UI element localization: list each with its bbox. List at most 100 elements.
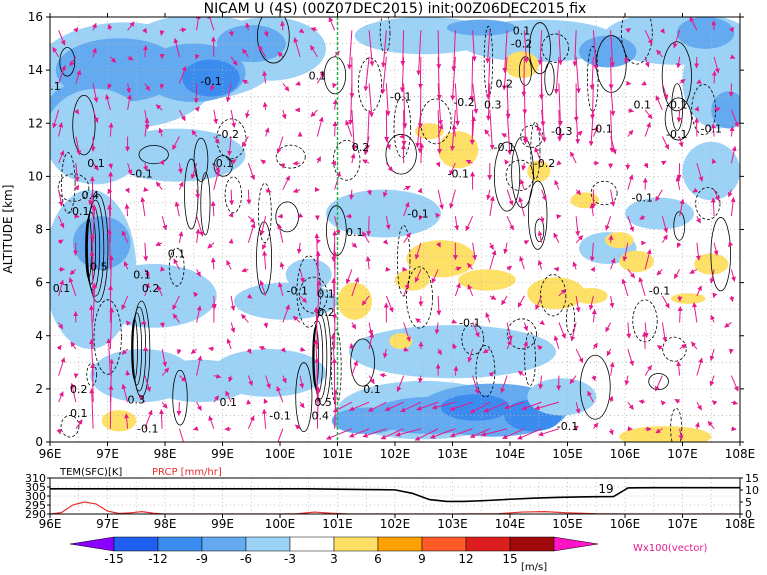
wind-vector-277 (351, 276, 360, 297)
wind-vector-303 (368, 30, 375, 67)
wind-vector-0 (56, 428, 62, 435)
x-tick-label: 105E (552, 447, 583, 461)
wind-vector-245 (315, 250, 321, 296)
wind-vector-479 (557, 30, 563, 66)
wind-vector-547 (642, 331, 648, 350)
shade-region-43 (573, 287, 608, 304)
wind-vector-459 (536, 125, 543, 137)
wind-vector-155 (213, 136, 220, 144)
wind-vector-224 (294, 424, 301, 430)
wind-vector-518 (610, 257, 616, 270)
wind-vector-86 (144, 269, 150, 278)
wind-vector-122 (177, 163, 183, 174)
contour-label-22: -0.1 (701, 123, 722, 136)
wind-vector-615 (713, 242, 719, 256)
wind-vector-519 (608, 234, 614, 243)
wind-vector-163 (226, 338, 232, 350)
wind-vector-34 (89, 338, 95, 376)
wind-vector-524 (609, 109, 615, 153)
wind-vector-42 (92, 162, 99, 171)
contour-label-18: -0.1 (591, 123, 612, 136)
sub-x-tick-label: 106E (610, 517, 641, 531)
wind-vector-98 (161, 367, 170, 376)
wind-vector-283 (345, 119, 353, 137)
wind-vector-474 (556, 160, 562, 166)
wind-vector-15 (58, 30, 66, 46)
wind-vector-149 (211, 295, 217, 310)
shade-region-39 (458, 269, 516, 291)
wind-vector-220 (281, 109, 287, 120)
wind-vector-239 (298, 28, 305, 34)
wind-vector-121 (178, 181, 184, 190)
wind-vector-601 (692, 187, 699, 193)
shade-region-46 (504, 51, 539, 79)
wind-vector-221 (282, 83, 290, 92)
wind-vector-483 (575, 348, 584, 364)
wind-vector-185 (246, 189, 252, 205)
wind-vector-113 (176, 402, 182, 416)
wind-vector-176 (247, 415, 255, 429)
y-tick-label: 2 (35, 382, 43, 396)
wind-vector-604 (694, 106, 699, 112)
wind-vector-487 (575, 235, 584, 244)
wind-vector-628 (724, 322, 732, 328)
wind-vector-579 (679, 343, 687, 350)
wind-vector-611 (709, 348, 715, 362)
wind-vector-544 (645, 426, 652, 432)
wind-vector-634 (730, 145, 737, 164)
wind-vector-563 (656, 345, 663, 351)
wind-vector-160 (224, 426, 232, 432)
wind-vector-105 (155, 181, 163, 190)
contour-label-9: -0.2 (511, 38, 532, 51)
x-tick-label: 96E (39, 447, 62, 461)
contour-label-46: 0.1 (168, 247, 186, 260)
wind-vector-511 (592, 30, 599, 70)
wind-vector-427 (501, 133, 508, 138)
sub-x-tick-label: 102E (380, 517, 411, 531)
y-tick-label: 0 (35, 435, 43, 449)
wind-vector-195 (258, 345, 266, 351)
contour-33 (566, 303, 576, 335)
x-tick-label: 104E (495, 447, 526, 461)
wind-vector-70 (123, 261, 129, 270)
wind-vector-369 (431, 401, 456, 410)
wind-vector-135 (195, 228, 201, 243)
contour-70 (541, 33, 570, 63)
wind-vector-69 (121, 295, 129, 310)
wind-vector-534 (627, 269, 635, 279)
prcp-axis-label: PRCP [mm/hr] (152, 467, 222, 478)
wind-vector-215 (277, 223, 284, 243)
contour-38 (695, 187, 721, 220)
wind-vector-336 (395, 428, 422, 437)
contour-label-47: 0.1 (53, 282, 71, 295)
wind-vector-543 (625, 27, 631, 34)
wind-vector-413 (485, 83, 491, 121)
wind-vector-545 (638, 399, 646, 405)
wind-vector-419 (506, 339, 512, 350)
wind-vector-74 (127, 162, 133, 175)
colorbar-label: 3 (330, 552, 338, 566)
wind-vector-564 (661, 322, 668, 343)
shade-region-34 (331, 407, 401, 435)
wind-vector-134 (196, 269, 201, 277)
wind-vector-260 (331, 277, 337, 323)
shade-region-12 (676, 17, 735, 49)
contour-64 (664, 97, 692, 141)
wind-vector-201 (265, 187, 272, 193)
sub-x-tick-label: 108E (725, 517, 756, 531)
shade-region-25 (211, 349, 326, 397)
wind-vector-81 (138, 394, 146, 403)
wind-vector-374 (455, 266, 462, 272)
wind-vector-128 (193, 425, 199, 431)
wind-vector-355 (437, 348, 442, 356)
wind-vector-97 (161, 401, 168, 409)
wind-vector-441 (519, 179, 525, 190)
wind-vector-161 (225, 390, 232, 403)
wind-vector-415 (485, 30, 491, 64)
wind-vector-183 (247, 222, 256, 243)
wind-vector-172 (230, 109, 237, 128)
wind-vector-587 (678, 136, 684, 148)
main-panel: 0.1-0.1-0.2-0.1-0.1-0.10.10.4-0.1-0.20.1… (1, 10, 755, 461)
wind-vector-85 (144, 282, 150, 297)
wind-vector-147 (208, 346, 214, 352)
